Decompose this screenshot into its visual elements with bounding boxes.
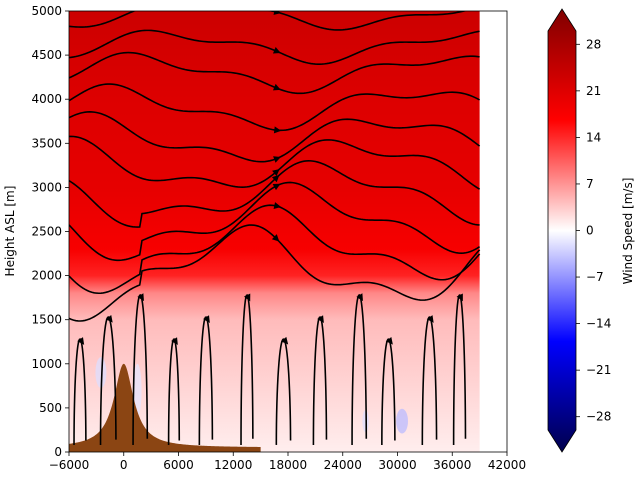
y-tick-label: 1000 [31,357,62,371]
colorbar-tick-label: −21 [586,363,611,377]
colorbar-tick-label: 21 [586,84,601,98]
streamline [99,316,117,445]
colorbar-tick-label: −7 [586,270,604,284]
streamline-arrows [77,11,463,346]
colorbar-tick-label: −14 [586,317,611,331]
streamline-arrow [456,293,463,302]
colorbar-body [547,8,577,453]
colorbar: −28 −21 −14 −7 0 7 14 21 28 Wind Speed [m/s] [547,8,635,453]
streamline-arrow [385,337,393,345]
streamline [132,294,149,445]
y-tick-label: 4000 [31,92,62,106]
x-tick-label: 30000 [378,458,416,472]
streamline-arrow [273,11,282,15]
streamline-arrow [272,183,281,191]
streamline-arrow [273,156,281,163]
x-tick-label: 42000 [488,458,526,472]
colorbar-tick-label: 7 [586,177,594,191]
terrain-mountain [69,363,261,452]
streamline-arrow [203,315,210,324]
streamline [381,338,396,445]
streamline [69,135,481,190]
streamline [312,316,328,445]
streamline-arrow [356,293,363,302]
streamline-arrow [426,315,434,323]
streamline [351,294,368,445]
y-tick-label: 3500 [31,136,62,150]
colorbar-ticks: −28 −21 −14 −7 0 7 14 21 28 [576,37,611,424]
colorbar-tick-label: 28 [586,37,601,51]
streamline-arrow [271,234,280,242]
colorbar-tick-label: −28 [586,410,611,424]
y-tick-label: 0 [54,445,62,459]
y-tick-label: 500 [39,401,62,415]
streamline [421,316,438,445]
x-axis: −6000 0 6000 12000 18000 24000 30000 36000 42000 [49,452,526,472]
y-tick-label: 1500 [31,313,62,327]
y-tick-label: 5000 [31,4,62,18]
streamline [73,338,87,445]
streamline-arrow [243,293,251,302]
y-tick-label: 4500 [31,48,62,62]
streamline-arrow [317,315,324,324]
x-tick-label: 12000 [214,458,252,472]
x-tick-label: −6000 [49,458,90,472]
streamline [69,204,481,295]
colorbar-tick-label: 14 [586,130,601,144]
x-tick-label: 6000 [163,458,194,472]
plot-area [68,10,508,453]
streamline [275,338,292,445]
x-tick-label: 18000 [269,458,307,472]
negative-wind-patches [95,357,408,434]
colorbar-tick-label: 0 [586,224,594,238]
y-tick-label: 2500 [31,225,62,239]
y-tick-label: 2000 [31,269,62,283]
streamline-arrow [272,83,281,91]
streamline-arrow [280,336,289,345]
x-tick-label: 0 [120,458,128,472]
streamline-arrow [272,168,280,177]
x-tick-label: 24000 [324,458,362,472]
streamline-arrow [137,293,144,302]
streamline-arrow [271,174,280,183]
y-axis: 0 500 1000 1500 2000 2500 3000 3500 4000 4500 5000 [31,4,69,459]
colorbar-label: Wind Speed [m/s] [621,178,635,285]
streamline-arrow [171,337,178,346]
streamline-arrow [273,202,282,209]
streamline-arrow [272,47,281,54]
y-axis-label: Height ASL [m] [3,186,17,277]
x-tick-label: 36000 [433,458,471,472]
streamline [198,316,214,445]
streamline-arrow [105,314,113,323]
y-tick-label: 3000 [31,180,62,194]
streamline-arrow [77,337,85,345]
streamline [167,338,181,445]
streamline-arrow [273,126,282,134]
